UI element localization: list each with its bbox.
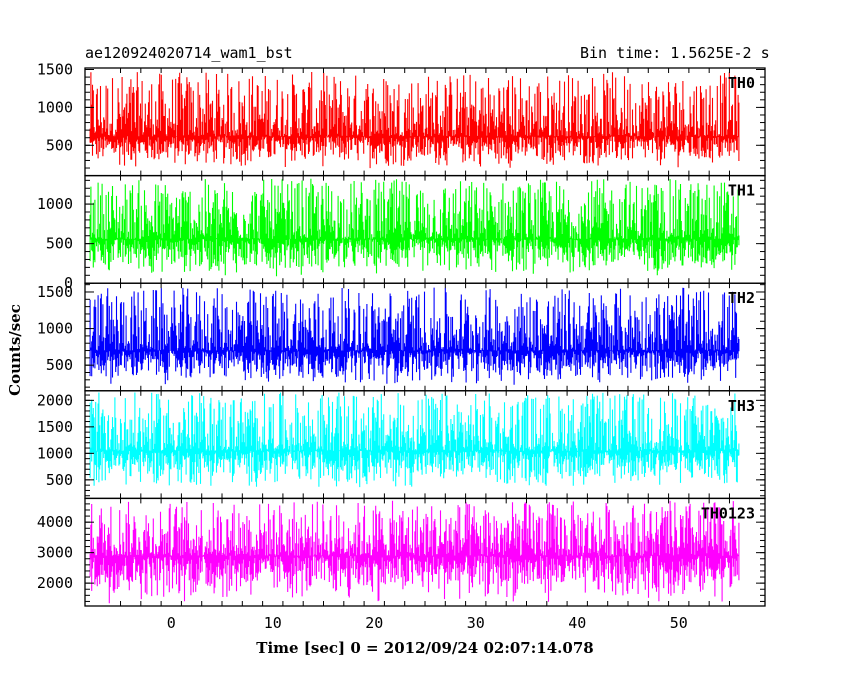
series-th0 xyxy=(89,72,740,169)
series-th1 xyxy=(89,178,740,277)
y-tick-label: 1500 xyxy=(37,283,73,301)
y-tick-label: 500 xyxy=(46,235,73,253)
panel-label-th0: TH0 xyxy=(728,74,755,92)
y-tick-label: 1500 xyxy=(37,61,73,79)
y-tick-label: 500 xyxy=(46,356,73,374)
y-tick-label: 1000 xyxy=(37,98,73,116)
y-tick-label: 0 xyxy=(64,274,73,292)
y-tick-label: 1000 xyxy=(37,195,73,213)
y-tick-label: 1000 xyxy=(37,444,73,462)
y-tick-label: 2000 xyxy=(37,574,73,592)
y-tick-label: 500 xyxy=(46,136,73,154)
x-tick-label: 0 xyxy=(167,614,176,632)
y-axis-title: Counts/sec xyxy=(6,304,24,396)
series-th3 xyxy=(89,392,740,488)
series-th2 xyxy=(89,287,740,385)
panel-label-th1: TH1 xyxy=(728,182,755,200)
series-th0123 xyxy=(89,500,740,604)
x-axis-title: Time [sec] 0 = 2012/09/24 02:07:14.078 xyxy=(256,639,594,657)
y-tick-label: 1500 xyxy=(37,418,73,436)
chart-title: ae120924020714_wam1_bst xyxy=(85,44,293,62)
x-tick-label: 40 xyxy=(568,614,586,632)
x-tick-label: 20 xyxy=(365,614,383,632)
bin-time-label: Bin time: 1.5625E-2 s xyxy=(580,44,770,62)
x-tick-label: 50 xyxy=(670,614,688,632)
y-tick-label: 500 xyxy=(46,471,73,489)
y-tick-label: 2000 xyxy=(37,391,73,409)
x-tick-label: 30 xyxy=(467,614,485,632)
x-tick-label: 10 xyxy=(264,614,282,632)
y-tick-label: 1000 xyxy=(37,320,73,338)
panel-label-th2: TH2 xyxy=(728,289,755,307)
y-tick-label: 3000 xyxy=(37,544,73,562)
y-tick-label: 4000 xyxy=(37,513,73,531)
panel-label-th0123: TH0123 xyxy=(701,504,755,522)
panel-label-th3: TH3 xyxy=(728,397,755,415)
